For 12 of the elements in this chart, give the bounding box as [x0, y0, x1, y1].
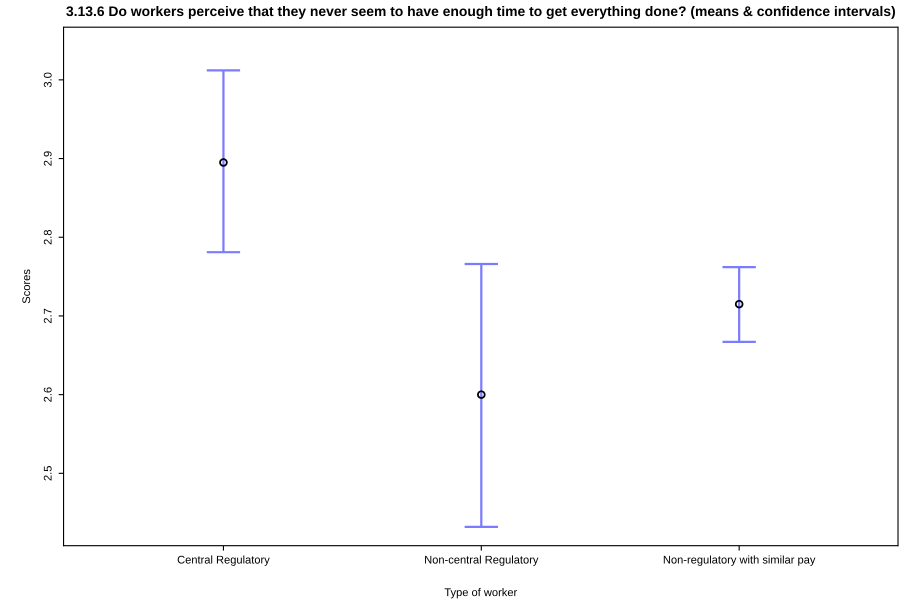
x-tick-label: Central Regulatory	[178, 555, 270, 566]
y-tick-label: 3.0	[44, 72, 52, 88]
y-tick-label: 2.6	[44, 387, 52, 402]
y-tick-label: 2.9	[44, 151, 52, 166]
x-tick-label: Non-central Regulatory	[425, 555, 538, 566]
chart-title: 3.13.6 Do workers perceive that they never seem to have enough time to get everything done? (means & confidence intervals)	[66, 6, 895, 19]
y-axis-title: Scores	[22, 270, 30, 304]
y-tick-label: 2.7	[44, 308, 52, 324]
y-tick-label: 2.5	[44, 466, 52, 480]
y-tick-label: 2.8	[44, 230, 52, 244]
x-axis-title: Type of worker	[444, 588, 518, 598]
x-tick-label: Non-regulatory with similar pay	[664, 555, 816, 566]
